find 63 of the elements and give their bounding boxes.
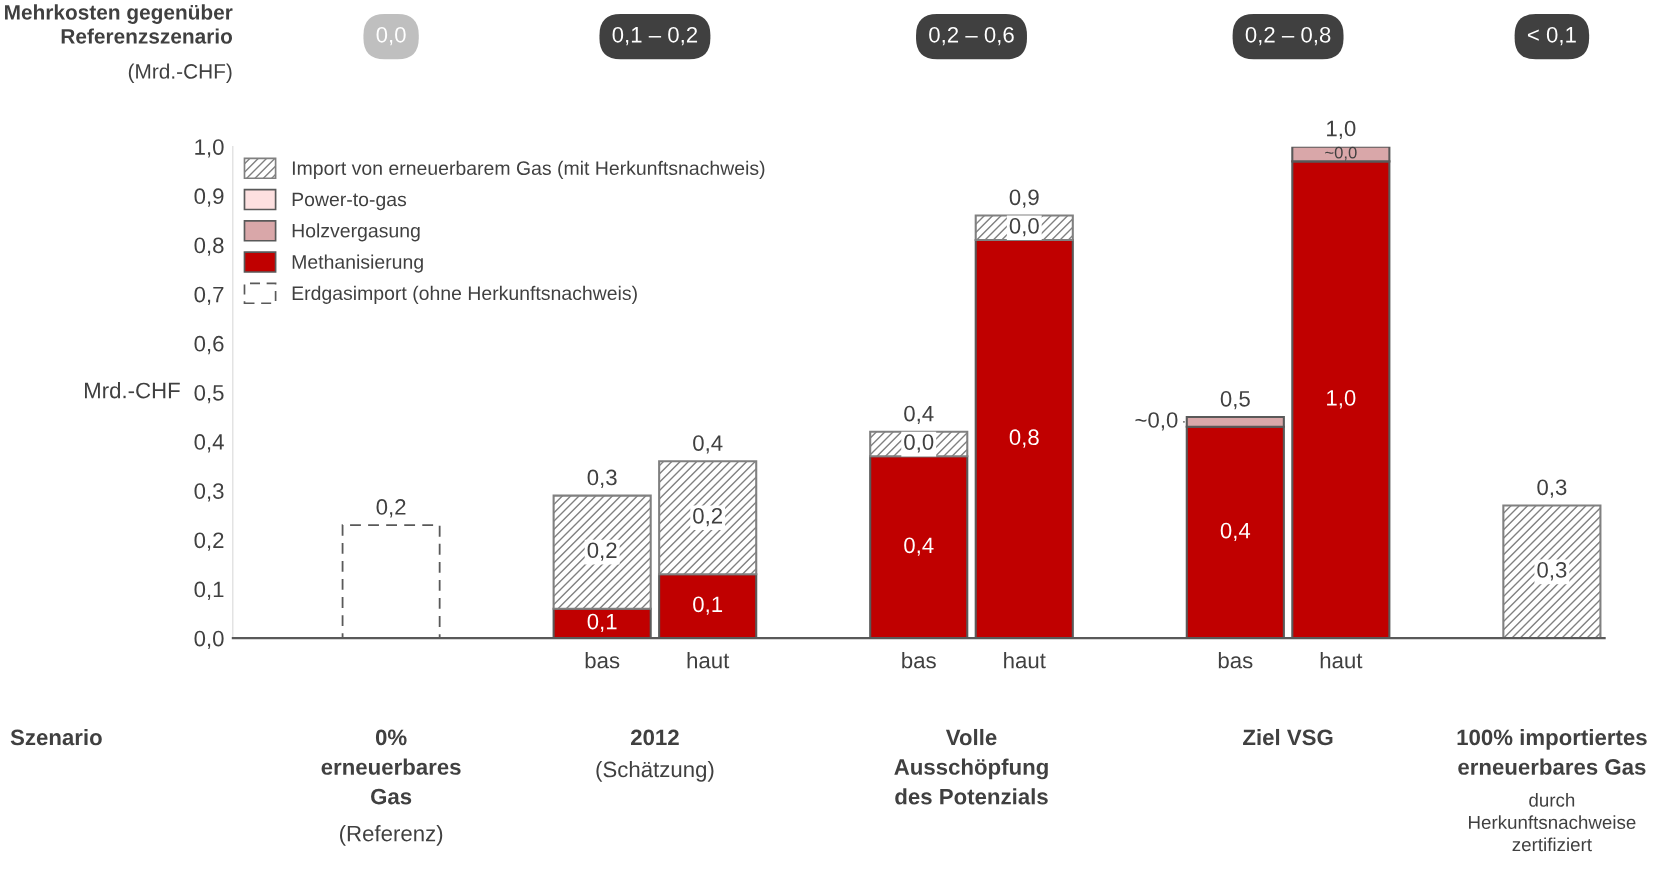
y-tick-label: 0,2 [194,532,224,551]
bar [1502,504,1602,639]
total-label: 0,2 [376,499,406,518]
total-label: 0,3 [1537,479,1567,498]
text: 100% importiertes erneuerbares Gas [1457,728,1647,775]
text: 2012 [630,729,679,746]
data-label: 0,1 [587,613,617,633]
text: Ziel VSG [1243,728,1333,746]
x-tick-label: haut [1320,652,1363,669]
text: Mehrkosten gegenüber Referenzszenario [5,4,233,44]
data-label: ~0,0 [1325,146,1357,161]
data-label: 0,4 [904,537,934,556]
text: 0,2 – 0,6 [929,26,1014,46]
total-label: 0,9 [1009,189,1039,208]
text: < 0,1 [1527,26,1576,46]
text: (Referenz) [340,825,443,846]
total-label: 0,4 [693,435,723,454]
data-label: 0,1 [693,596,723,615]
data-label: 0,8 [1009,429,1039,448]
y-tick-label: 0,8 [194,237,224,256]
total-label: 1,0 [1327,120,1356,139]
y-tick-label: 0,4 [194,434,224,453]
text: (Mrd.-CHF) [128,63,232,83]
y-tick-label: 1,0 [195,139,224,158]
data-label: 0,4 [1220,522,1251,542]
total-label: 0,3 [587,469,617,488]
data-label: 0,2 [587,542,617,561]
text: Volle Ausschöpfung des Potenzials [894,728,1048,805]
y-tick-label: 0,9 [194,188,224,207]
data-label: 0,3 [1537,562,1567,581]
y-tick-label: 0,3 [194,483,224,502]
y-tick-label: 0,0 [194,630,224,650]
text: durch Herkunftsnachweise zertifiziert [1469,793,1636,852]
y-tick-label: 0,5 [194,384,224,404]
x-tick-label: bas [1218,652,1253,669]
bar [658,460,758,576]
total-label: 0,4 [904,405,934,425]
x-tick-label: haut [687,652,730,669]
y-tick-label: 0,7 [194,286,224,306]
total-label: 0,5 [1220,390,1250,410]
y-tick-label: 0,6 [194,335,224,355]
data-label: 0,2 [693,507,723,527]
data-label: ~0,0 [1135,412,1178,431]
data-label: 0,0 [904,434,934,453]
text: Szenario [10,728,102,746]
text: (Schätzung) [596,760,714,782]
legend-label: Import von erneuerbarem Gas (mit Herkunftsnachweis) [292,160,765,179]
text: 0% erneuerbares Gas [321,729,461,805]
legend-label: Methanisierung [292,254,423,273]
legend-label: Power-to-gas [292,192,407,211]
data-label: 1,0 [1327,390,1356,409]
text: 0,0 [376,26,406,46]
legend-label: Holzvergasung [292,223,420,242]
text: 0,2 – 0,8 [1245,26,1331,46]
data-label: 0,0 [1009,217,1039,237]
legend-label: Erdgasimport (ohne Herkunftsnachweis) [292,285,637,304]
x-tick-label: bas [585,652,620,669]
y-tick-label: 0,1 [194,581,224,600]
bar [552,494,652,610]
x-tick-label: haut [1004,652,1046,669]
y-axis-title: Mrd.-CHF [85,382,180,399]
x-tick-label: bas [902,652,936,669]
text: 0,1 – 0,2 [612,26,698,46]
